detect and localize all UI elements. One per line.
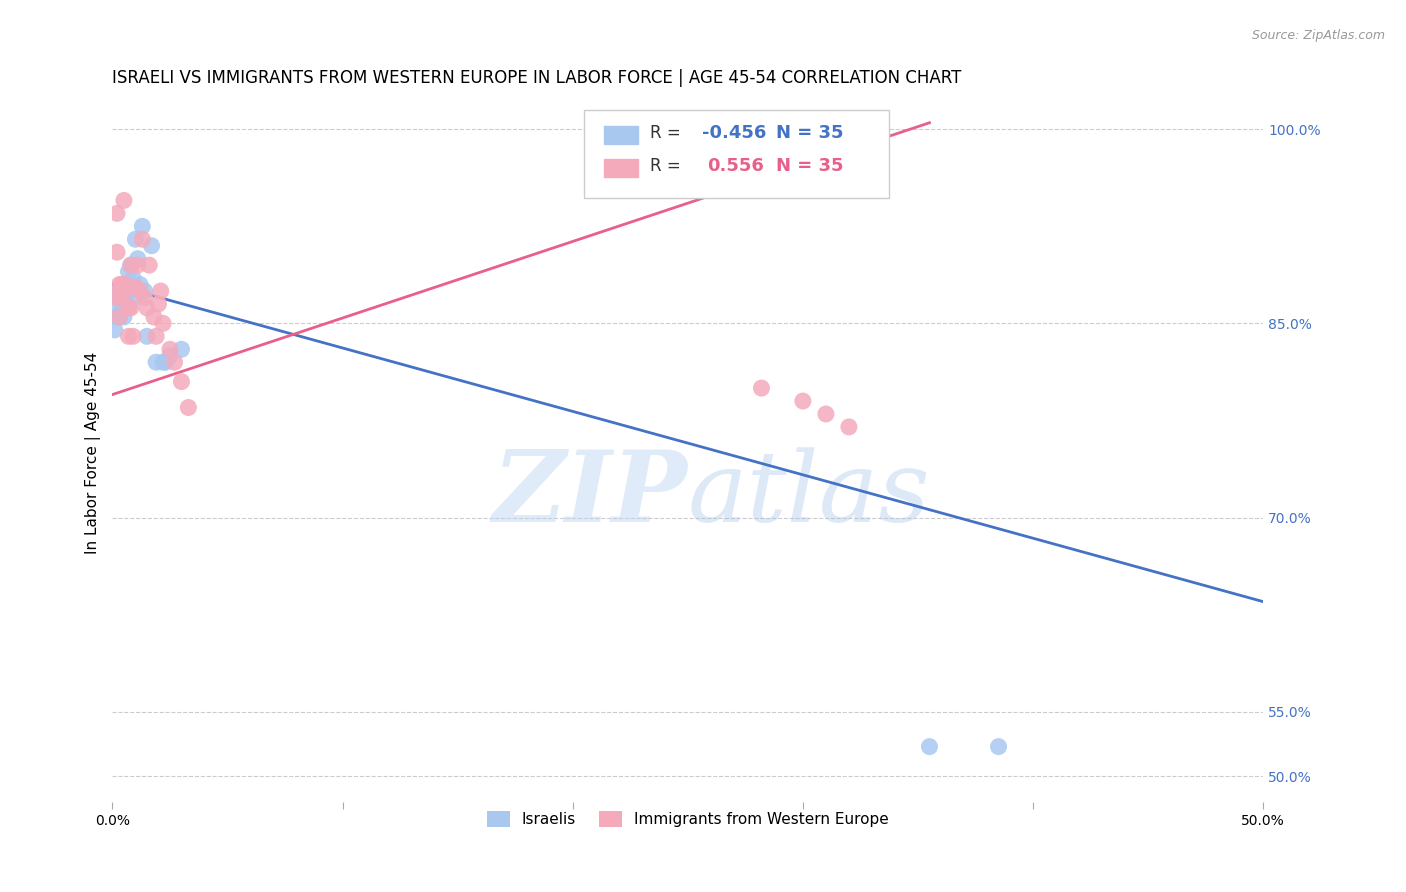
Point (152, 355, 174, 369)
FancyBboxPatch shape (585, 111, 889, 198)
Point (105, 245, 128, 260)
Point (131, 232, 153, 246)
Point (142, 310, 165, 324)
Point (987, 739, 1010, 754)
Text: Source: ZipAtlas.com: Source: ZipAtlas.com (1251, 29, 1385, 43)
Text: ISRAELI VS IMMIGRANTS FROM WESTERN EUROPE IN LABOR FORCE | AGE 45-54 CORRELATION: ISRAELI VS IMMIGRANTS FROM WESTERN EUROP… (112, 69, 962, 87)
Point (134, 291, 156, 305)
Point (105, 206, 128, 220)
Text: atlas: atlas (688, 447, 931, 542)
Point (124, 280, 146, 294)
Point (155, 355, 177, 369)
Y-axis label: In Labor Force | Age 45-54: In Labor Force | Age 45-54 (86, 351, 101, 554)
Point (112, 310, 135, 324)
Point (112, 284, 135, 298)
Point (120, 258, 142, 272)
Point (138, 258, 160, 272)
Point (104, 323, 127, 337)
Point (112, 194, 135, 208)
Point (115, 297, 138, 311)
Point (134, 284, 156, 298)
Text: N = 35: N = 35 (776, 157, 844, 175)
Point (127, 252, 149, 266)
Point (124, 291, 146, 305)
Legend: Israelis, Immigrants from Western Europe: Israelis, Immigrants from Western Europe (481, 805, 896, 833)
Point (159, 343, 181, 357)
Bar (603, 160, 638, 177)
Point (108, 284, 131, 298)
Text: -0.456: -0.456 (702, 124, 766, 143)
Point (122, 329, 145, 343)
Point (105, 291, 128, 305)
Point (814, 407, 837, 421)
Point (159, 349, 181, 363)
Point (148, 297, 170, 311)
Point (108, 310, 131, 324)
Point (163, 355, 186, 369)
Point (110, 291, 132, 305)
Point (120, 284, 142, 298)
Bar (603, 127, 638, 144)
Point (145, 355, 167, 369)
Text: ZIP: ZIP (494, 447, 688, 543)
Point (127, 258, 149, 272)
Point (112, 284, 135, 298)
Point (108, 310, 131, 324)
Point (170, 375, 193, 389)
Point (170, 343, 193, 357)
Point (145, 329, 167, 343)
Text: N = 35: N = 35 (776, 124, 844, 143)
Point (117, 301, 139, 315)
Point (117, 301, 139, 315)
Point (117, 280, 139, 294)
Point (136, 329, 159, 343)
Point (124, 232, 146, 246)
Text: R =: R = (650, 157, 692, 175)
Point (115, 284, 138, 298)
Point (792, 394, 814, 409)
Point (115, 277, 138, 292)
Point (120, 301, 142, 315)
Point (104, 291, 127, 305)
Text: R =: R = (650, 124, 686, 143)
Point (110, 291, 132, 305)
Point (117, 264, 139, 278)
Point (120, 258, 142, 272)
Point (751, 381, 773, 395)
Point (129, 284, 152, 298)
Point (131, 219, 153, 234)
Point (112, 277, 135, 292)
Point (129, 277, 152, 292)
Point (918, 739, 941, 754)
Point (136, 301, 159, 315)
Point (105, 310, 128, 324)
Point (110, 297, 132, 311)
Point (110, 277, 132, 292)
Point (108, 303, 131, 318)
Point (141, 238, 163, 252)
Point (177, 401, 200, 415)
Text: 0.556: 0.556 (707, 157, 765, 175)
Point (149, 284, 172, 298)
Point (122, 271, 145, 285)
Point (152, 317, 174, 331)
Point (108, 277, 131, 292)
Point (115, 277, 138, 292)
Point (117, 329, 139, 343)
Point (838, 420, 860, 434)
